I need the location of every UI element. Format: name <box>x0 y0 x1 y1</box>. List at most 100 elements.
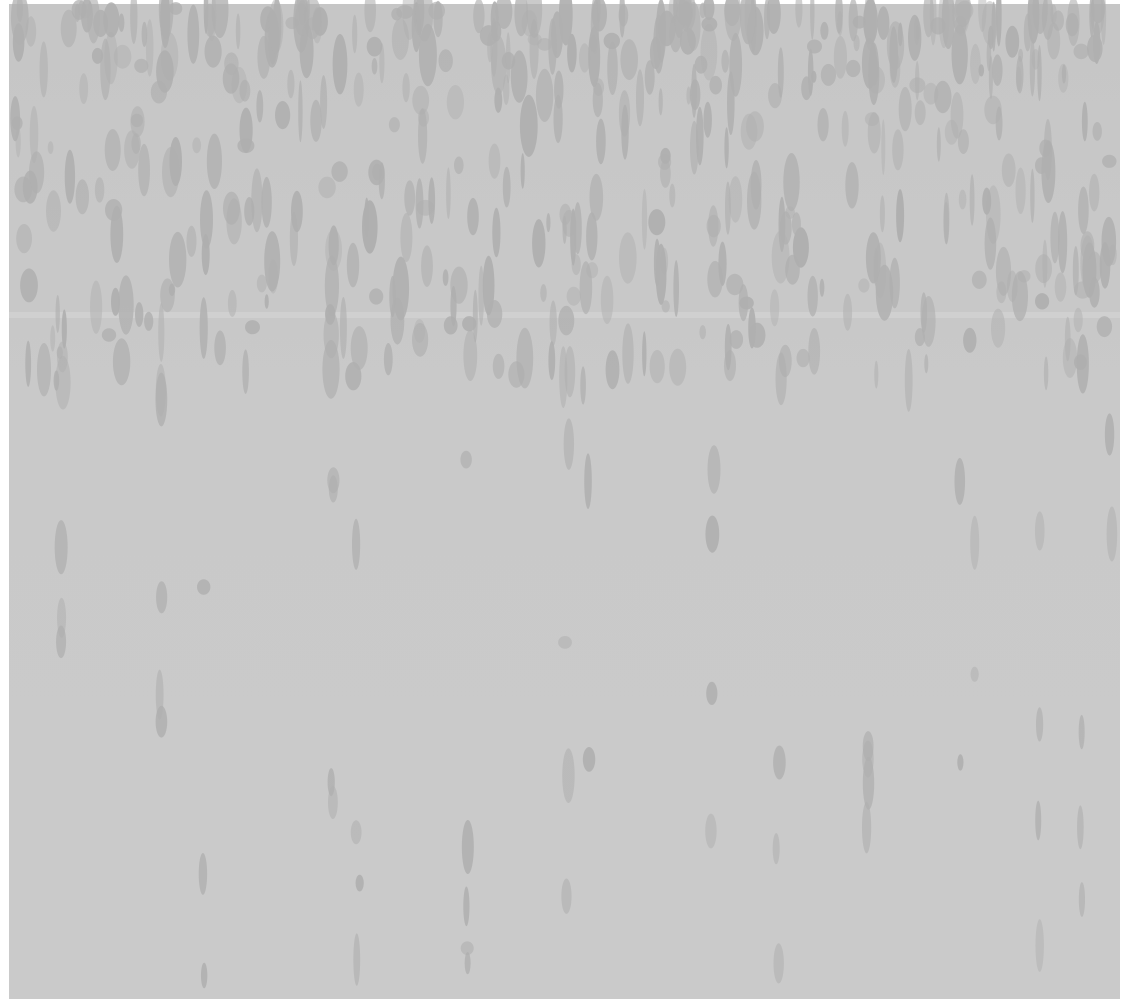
streak <box>413 319 426 343</box>
streak <box>957 129 969 155</box>
streak <box>796 348 810 368</box>
streak <box>467 197 479 236</box>
streak <box>709 75 722 95</box>
streak <box>984 95 1002 125</box>
streak <box>462 316 477 332</box>
streak <box>673 260 679 317</box>
streak <box>118 13 125 32</box>
streak <box>310 99 322 142</box>
streak <box>1035 919 1044 972</box>
streak <box>589 35 598 52</box>
streak <box>214 330 226 366</box>
streak <box>1001 153 1016 187</box>
streak <box>239 107 253 153</box>
streak <box>352 14 358 54</box>
streak <box>771 230 790 284</box>
streak <box>428 1 446 20</box>
streak <box>886 21 905 70</box>
streak <box>559 203 572 225</box>
streak <box>412 85 430 115</box>
streak <box>1072 246 1079 296</box>
streak <box>1058 211 1068 274</box>
streak <box>78 0 92 19</box>
streak <box>79 73 89 104</box>
streak <box>206 133 222 189</box>
streak <box>875 264 894 321</box>
streak <box>658 10 676 47</box>
streak <box>16 0 23 22</box>
streak <box>272 0 282 53</box>
streak <box>463 329 478 381</box>
streak <box>505 32 511 84</box>
streak <box>495 0 513 29</box>
streak <box>197 579 211 595</box>
streak <box>1102 154 1117 168</box>
streak <box>649 349 665 384</box>
streak <box>291 190 303 233</box>
streak <box>1089 173 1100 212</box>
streak <box>896 189 905 243</box>
streak <box>1029 38 1036 97</box>
streak <box>158 303 165 362</box>
streak <box>353 72 364 107</box>
streak <box>892 129 904 171</box>
streak <box>936 127 941 162</box>
streak <box>861 801 872 854</box>
streak <box>490 1 499 35</box>
streak <box>956 0 974 20</box>
streak <box>721 49 729 73</box>
streak <box>766 0 781 34</box>
streak <box>492 207 501 258</box>
streak <box>61 309 67 349</box>
streak <box>482 255 495 316</box>
streak <box>526 0 543 38</box>
image-background <box>9 4 1120 999</box>
streak <box>1080 235 1095 292</box>
streak <box>454 156 464 175</box>
streak <box>1017 270 1031 283</box>
streak <box>548 18 557 75</box>
streak <box>331 161 348 182</box>
streak <box>558 305 575 336</box>
streak <box>1035 293 1050 310</box>
streak <box>584 453 592 510</box>
streak <box>169 231 187 288</box>
streak <box>963 327 977 353</box>
streak <box>327 467 340 494</box>
streak <box>130 113 143 128</box>
streak <box>554 70 564 109</box>
streak <box>192 137 202 154</box>
streak <box>287 69 295 99</box>
streak <box>155 705 168 738</box>
streak <box>256 90 264 123</box>
streak <box>563 418 575 470</box>
streak <box>740 0 756 45</box>
streak <box>353 933 361 986</box>
streak <box>514 0 528 37</box>
streak <box>103 2 120 38</box>
streak <box>619 0 626 38</box>
streak <box>487 32 493 63</box>
streak <box>978 0 987 32</box>
streak <box>881 119 886 175</box>
streak <box>203 0 209 34</box>
streak <box>328 225 339 266</box>
streak <box>10 96 21 142</box>
streak <box>1065 13 1079 37</box>
streak <box>724 323 732 371</box>
streak <box>703 101 712 138</box>
streak <box>29 106 39 164</box>
streak <box>746 111 764 142</box>
streak <box>1050 211 1060 264</box>
streak <box>1061 64 1067 84</box>
streak <box>390 297 405 345</box>
streak <box>727 71 735 135</box>
streak <box>421 245 433 287</box>
streak <box>705 515 720 553</box>
streak <box>589 173 604 221</box>
streak <box>724 127 729 169</box>
streak <box>943 192 950 245</box>
streak <box>1016 55 1024 94</box>
streak <box>227 289 237 317</box>
